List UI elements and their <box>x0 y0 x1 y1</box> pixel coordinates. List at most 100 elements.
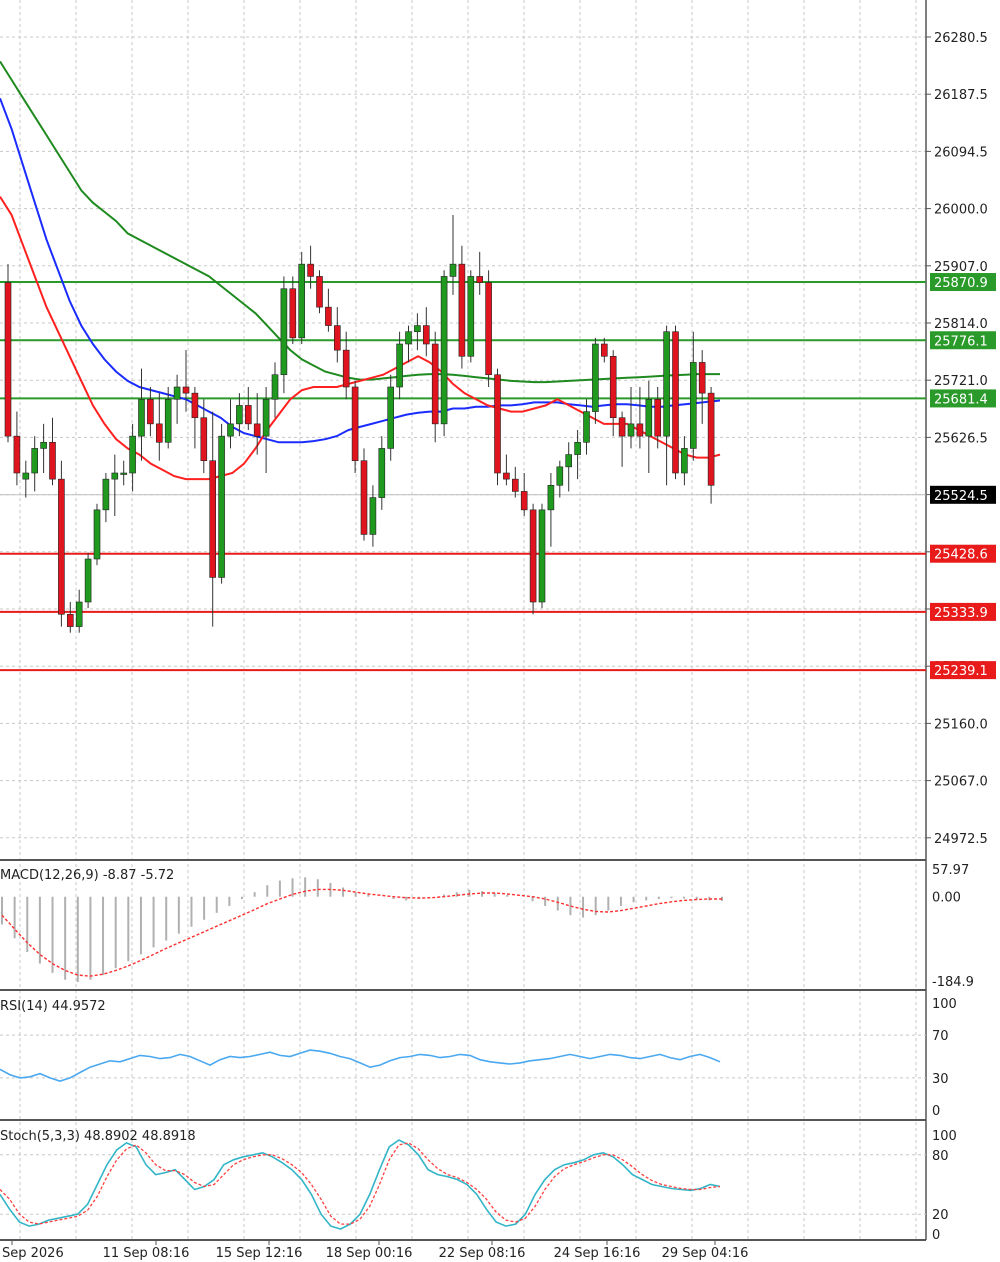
ma-mid-line <box>0 97 721 444</box>
price-tick-label: 26187.5 <box>934 88 988 103</box>
candle-bull <box>75 601 83 627</box>
candle-bear <box>351 386 359 462</box>
candle-bull <box>405 331 412 345</box>
candle-bear <box>245 405 252 425</box>
candle-bear <box>520 491 528 511</box>
candle-bull <box>396 343 403 388</box>
candle-bear <box>422 325 430 345</box>
candle-bear <box>325 306 332 326</box>
candle-bear <box>307 263 314 277</box>
time-tick-label: 18 Sep 00:16 <box>326 1246 413 1261</box>
candle-bull <box>236 405 243 425</box>
candle-bear <box>4 282 12 437</box>
candle-bull <box>369 497 377 535</box>
price-tick-label: 25721.0 <box>934 374 988 389</box>
rsi-scale-label: 70 <box>932 1029 949 1044</box>
price-tick-label: 24972.5 <box>934 832 988 847</box>
candle-bear <box>156 423 163 443</box>
candle-bull <box>31 448 39 474</box>
candle-bull <box>218 435 225 578</box>
macd-scale-bottom: -184.9 <box>932 975 974 990</box>
ma-slow-line <box>0 60 720 384</box>
current-price-tag <box>930 485 996 504</box>
candle-bear <box>147 398 154 425</box>
candle-bull <box>84 558 92 603</box>
candle-bear <box>618 417 626 437</box>
candle-bear <box>511 478 519 492</box>
rsi-scale-label: 30 <box>932 1072 949 1087</box>
candle-bear <box>609 355 617 419</box>
candle-bull <box>173 386 181 400</box>
candle-bear <box>485 282 492 376</box>
candle-bear <box>182 386 190 394</box>
rsi-scale-label: 100 <box>932 997 957 1012</box>
candle-bear <box>672 331 679 474</box>
candle-bear <box>316 276 323 308</box>
candle-bear <box>431 343 439 425</box>
candle-bull <box>40 441 47 449</box>
resistance-level-label: 25681.4 <box>934 392 988 407</box>
candle-bear <box>494 374 501 474</box>
candle-bull <box>681 448 688 474</box>
candle-bear <box>360 460 368 535</box>
candle-bull <box>449 263 457 277</box>
time-tick-label: 11 Sep 08:16 <box>103 1246 190 1261</box>
candle-bear <box>600 343 608 357</box>
candle-bear <box>458 263 466 357</box>
stoch-scale-label: 80 <box>932 1149 949 1164</box>
candle-bull <box>227 423 234 437</box>
candle-bull <box>627 423 635 437</box>
support-level-tag <box>930 661 996 680</box>
candle-bull <box>262 398 270 437</box>
support-level-label: 25239.1 <box>934 664 988 679</box>
stoch-scale-label: 0 <box>932 1228 940 1243</box>
support-level-tag <box>930 602 996 621</box>
support-level-label: 25333.9 <box>934 606 988 621</box>
resistance-level-tag <box>930 389 996 408</box>
candle-bear <box>49 441 56 480</box>
candle-bull <box>663 331 670 437</box>
candle-bear <box>200 417 208 462</box>
time-tick-label: 22 Sep 08:16 <box>439 1246 526 1261</box>
candle-bull <box>414 325 421 333</box>
candle-bear <box>503 472 510 480</box>
stoch-title: Stoch(5,3,3) 48.8902 48.8918 <box>0 1129 196 1144</box>
candle-bull <box>583 411 590 443</box>
candle-bear <box>654 398 662 437</box>
resistance-level-label: 25776.1 <box>934 334 988 349</box>
time-tick-label: 29 Sep 04:16 <box>662 1246 749 1261</box>
candle-bull <box>547 484 555 511</box>
candle-bull <box>280 288 288 376</box>
candle-bull <box>574 441 581 455</box>
time-tick-label: 24 Sep 16:16 <box>554 1246 641 1261</box>
candle-bull <box>592 343 599 412</box>
stoch-scale-label: 100 <box>932 1129 957 1144</box>
ma-fast-line <box>0 196 721 481</box>
candle-bull <box>538 509 546 603</box>
rsi-line <box>0 1049 721 1082</box>
candle-bull <box>689 362 697 449</box>
candle-bear <box>289 288 297 339</box>
candle-bull <box>22 472 30 480</box>
candle-bull <box>111 472 119 480</box>
candle-bear <box>333 325 341 351</box>
candle-bear <box>191 392 199 419</box>
price-tick-label: 25067.0 <box>934 775 988 790</box>
stoch-main-line <box>0 1139 721 1230</box>
price-tick-label: 25907.0 <box>934 260 988 275</box>
candle-bull <box>467 276 475 357</box>
candle-bull <box>120 472 127 475</box>
resistance-level-tag <box>930 331 996 350</box>
rsi-title: RSI(14) 44.9572 <box>0 999 106 1014</box>
candle-bull <box>645 398 653 437</box>
support-level-label: 25428.6 <box>934 548 988 563</box>
candle-bull <box>129 435 136 474</box>
price-tick-label: 25160.0 <box>934 717 988 732</box>
support-level-tag <box>930 544 996 563</box>
candles <box>4 215 715 633</box>
candle-bear <box>636 423 644 437</box>
grid <box>0 0 926 1240</box>
stoch-signal-line <box>0 1142 721 1225</box>
candle-bear <box>698 362 706 394</box>
